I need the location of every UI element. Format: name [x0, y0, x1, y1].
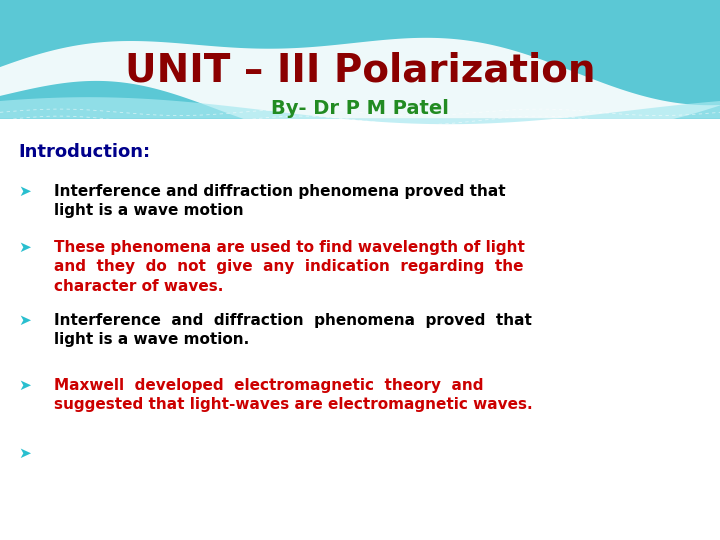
Polygon shape [0, 38, 720, 119]
Text: ➤: ➤ [18, 378, 31, 393]
Text: UNIT – III Polarization: UNIT – III Polarization [125, 51, 595, 89]
Text: Introduction:: Introduction: [18, 143, 150, 161]
Text: Interference and diffraction phenomena proved that
light is a wave motion: Interference and diffraction phenomena p… [54, 184, 505, 218]
Text: By- Dr P M Patel: By- Dr P M Patel [271, 98, 449, 118]
Polygon shape [0, 97, 720, 124]
Text: Interference  and  diffraction  phenomena  proved  that
light is a wave motion.: Interference and diffraction phenomena p… [54, 313, 532, 347]
Polygon shape [0, 0, 720, 119]
Text: ➤: ➤ [18, 240, 31, 255]
Text: Maxwell  developed  electromagnetic  theory  and
suggested that light-waves are : Maxwell developed electromagnetic theory… [54, 378, 533, 412]
Text: ➤: ➤ [18, 184, 31, 199]
Text: These phenomena are used to find wavelength of light
and  they  do  not  give  a: These phenomena are used to find wavelen… [54, 240, 525, 294]
Text: ➤: ➤ [18, 446, 31, 461]
Text: ➤: ➤ [18, 313, 31, 328]
